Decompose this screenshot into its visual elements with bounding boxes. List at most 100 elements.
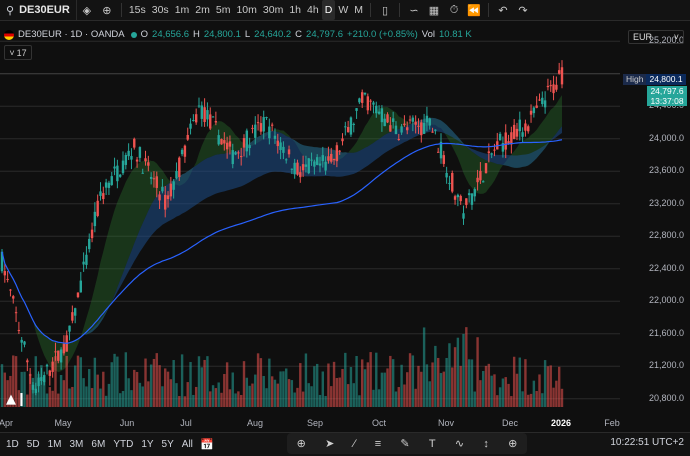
time-axis[interactable]: Apr May Jun Jul Aug Sep Oct Nov Dec 2026 Feb xyxy=(0,415,620,431)
candle-body xyxy=(369,100,372,102)
close-value: 24,797.6 xyxy=(306,29,344,40)
candle-body xyxy=(467,193,471,196)
candle-body xyxy=(220,139,223,145)
indicators-count: 17 xyxy=(16,47,27,58)
cursor-icon[interactable]: ➤ xyxy=(325,438,335,450)
range-5y[interactable]: 5Y xyxy=(161,439,174,450)
timeframe-5m[interactable]: 5m xyxy=(215,4,231,16)
candle-body xyxy=(147,162,150,166)
timeframe-10m[interactable]: 10m xyxy=(236,4,257,16)
timeframe-1m[interactable]: 1m xyxy=(174,4,190,16)
redo-icon[interactable]: ↷ xyxy=(518,4,528,17)
candle-body xyxy=(352,123,355,125)
timeframe-w[interactable]: W xyxy=(338,4,349,16)
volume-bar xyxy=(304,353,308,407)
volume-bar xyxy=(135,371,139,407)
price-label: 24,000.0 xyxy=(648,132,684,143)
indicators-icon[interactable]: ∽ xyxy=(409,4,419,17)
timeframe-2m[interactable]: 2m xyxy=(195,4,210,16)
zoom-icon[interactable]: ⊕ xyxy=(508,438,518,450)
candle-body xyxy=(397,138,400,140)
volume-bar xyxy=(231,372,234,407)
timeframe-30s[interactable]: 30s xyxy=(151,4,169,16)
crosshair-icon[interactable]: ⊕ xyxy=(296,438,306,450)
time-label: Jul xyxy=(180,418,192,428)
timeframe-30m[interactable]: 30m xyxy=(262,4,284,16)
candle-body xyxy=(26,360,29,363)
volume-bar xyxy=(389,355,392,407)
timeframe-d[interactable]: D xyxy=(321,0,336,20)
alert-icon[interactable]: ⏱ xyxy=(449,3,459,16)
timeframe-m[interactable]: M xyxy=(354,4,363,16)
candle-body xyxy=(161,186,164,192)
layout-grid-icon[interactable]: ▦ xyxy=(428,4,440,17)
range-all[interactable]: All xyxy=(181,439,193,450)
indicators-toggle[interactable]: ˅ 17 xyxy=(4,45,32,60)
volume-bar xyxy=(186,382,189,407)
volume-bar xyxy=(400,364,403,407)
candle-body xyxy=(54,351,57,353)
timeframe-15s[interactable]: 15s xyxy=(128,4,146,16)
volume-bar xyxy=(414,388,417,407)
candle-body xyxy=(400,126,403,133)
goto-date-icon[interactable]: 📅 xyxy=(200,439,214,451)
trendline-icon[interactable]: ∕ xyxy=(353,437,356,450)
candle-body xyxy=(408,119,412,121)
measure-icon[interactable]: ↕ xyxy=(483,437,489,450)
timeframe-4h[interactable]: 4h xyxy=(307,4,319,16)
volume-bar xyxy=(338,377,341,407)
range-ytd[interactable]: YTD xyxy=(113,439,134,450)
volume-bar xyxy=(279,371,282,407)
tradingview-logo-icon[interactable]: ▲❙ xyxy=(6,392,27,407)
compare-icon[interactable]: ◈ xyxy=(82,4,92,17)
legend-title: DE30EUR · 1D · OANDA xyxy=(18,29,125,40)
volume-bar xyxy=(541,393,544,407)
volume-bar xyxy=(85,386,88,407)
range-buttons: 1D 5D 1M 3M 6M YTD 1Y 5Y All xyxy=(0,439,197,450)
range-6m[interactable]: 6M xyxy=(91,439,106,450)
volume-bar xyxy=(23,371,26,407)
candle-style-icon[interactable]: ▯ xyxy=(381,4,389,17)
volume-bar xyxy=(256,353,260,407)
volume-bar xyxy=(178,396,181,407)
range-5d[interactable]: 5D xyxy=(26,439,40,450)
range-3m[interactable]: 3M xyxy=(69,439,84,450)
candle-body xyxy=(555,84,558,90)
candle-body xyxy=(482,181,485,183)
candle-body xyxy=(189,123,192,129)
candle-body xyxy=(355,108,358,111)
volume-bar xyxy=(245,377,249,407)
candle-body xyxy=(324,161,327,171)
volume-bar xyxy=(377,389,381,407)
range-1y[interactable]: 1Y xyxy=(141,439,154,450)
volume-bar xyxy=(3,372,7,407)
volume-bar xyxy=(206,356,209,407)
clock[interactable]: 10:22:51 UTC+2 xyxy=(610,437,684,448)
undo-icon[interactable]: ↶ xyxy=(498,4,508,17)
volume-bar xyxy=(512,356,516,407)
price-chart[interactable] xyxy=(0,21,620,415)
volume-bar xyxy=(493,374,496,407)
range-1m[interactable]: 1M xyxy=(47,439,62,450)
volume-bar xyxy=(420,371,423,407)
volume-bar xyxy=(482,371,485,407)
volume-bar xyxy=(130,390,133,407)
fib-icon[interactable]: ≡ xyxy=(374,437,382,450)
volume-bar xyxy=(110,362,113,407)
candle-body xyxy=(225,142,229,150)
pattern-icon[interactable]: ∿ xyxy=(454,438,465,450)
candle-body xyxy=(504,132,507,150)
candle-body xyxy=(391,118,395,122)
timeframe-1h[interactable]: 1h xyxy=(289,4,302,16)
symbol-search[interactable]: ⚲ DE30EUR xyxy=(0,0,77,20)
candle-body xyxy=(197,105,201,107)
brush-icon[interactable]: ✎ xyxy=(400,438,410,450)
text-icon[interactable]: T xyxy=(428,437,436,450)
currency-select[interactable]: EUR ˅ xyxy=(628,30,684,44)
volume-bar xyxy=(380,372,384,407)
volume-bar xyxy=(144,358,147,407)
replay-icon[interactable]: ⏪ xyxy=(467,4,481,17)
add-symbol-icon[interactable]: ⊕ xyxy=(102,4,112,17)
range-1d[interactable]: 1D xyxy=(6,439,19,450)
time-label: Dec xyxy=(501,418,519,428)
